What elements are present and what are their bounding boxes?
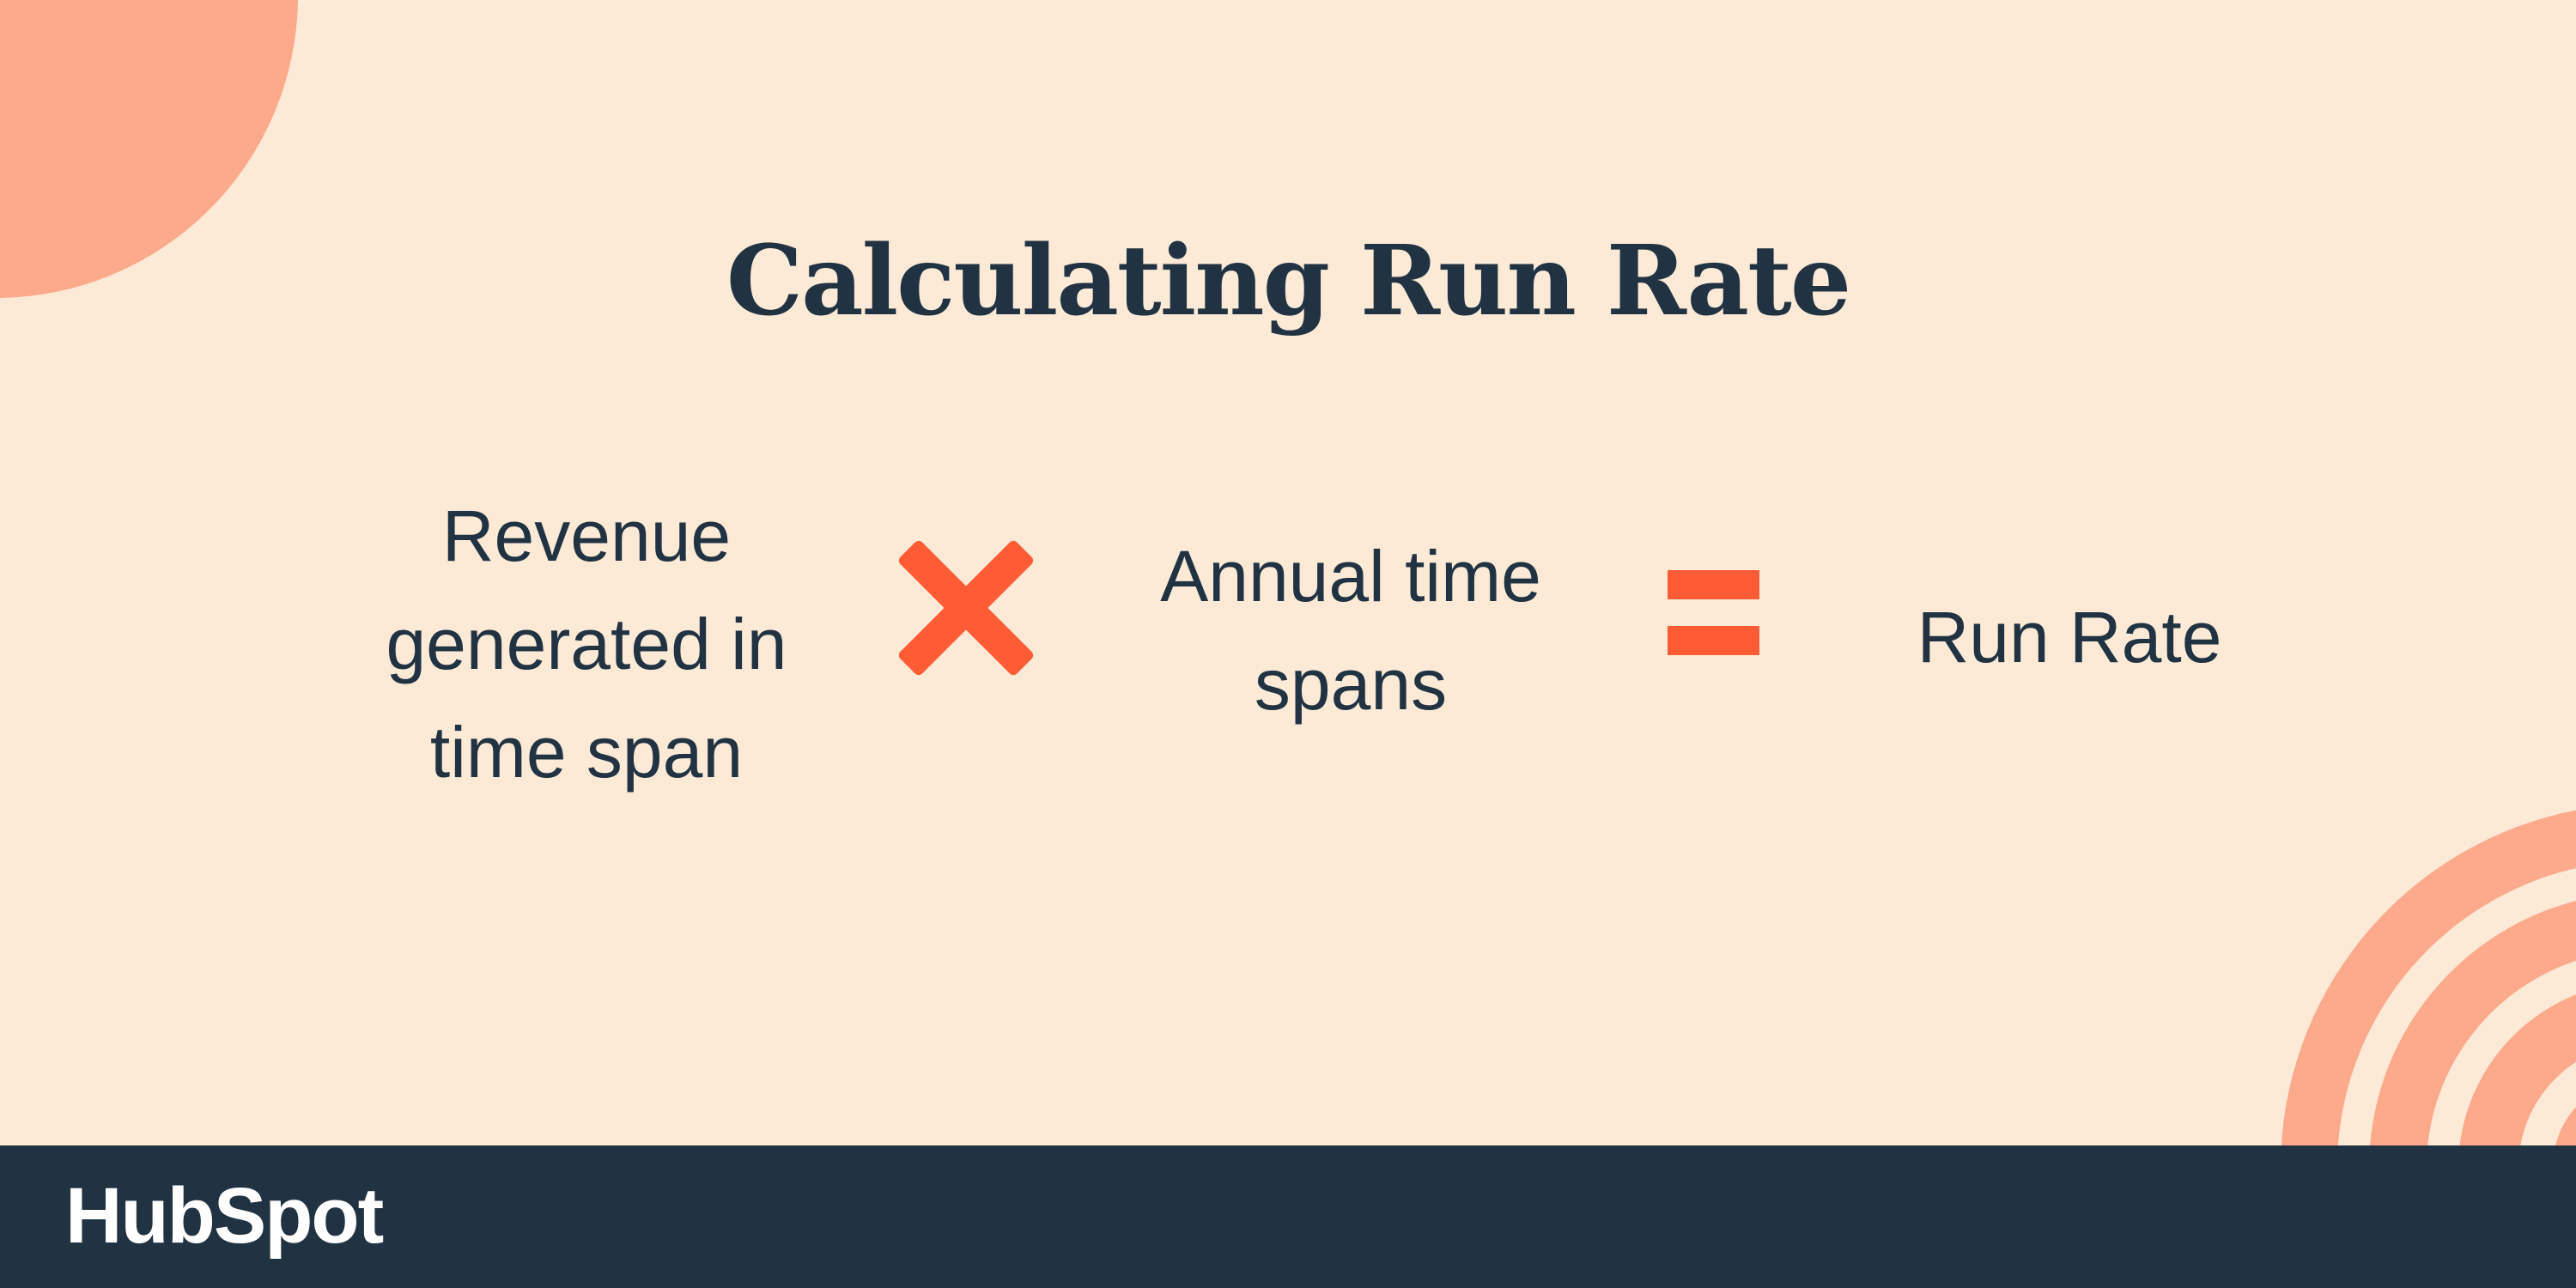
formula-term-annual-time-spans: Annual time spans <box>1136 522 1565 738</box>
term-line: time span <box>429 712 744 793</box>
page-title: Calculating Run Rate <box>726 225 1851 337</box>
arc-ring <box>2459 994 2576 1145</box>
formula-term-revenue: Revenue generated in time span <box>372 482 801 806</box>
decorative-background <box>0 0 2576 1145</box>
top-left-circle-decoration <box>0 0 298 298</box>
hubspot-logo: HubSpot <box>65 1172 384 1260</box>
footer-bar: HubSpot <box>0 1145 2576 1288</box>
arc-ring <box>2281 810 2576 1145</box>
equals-icon <box>1668 570 1759 655</box>
term-line: spans <box>1254 644 1448 725</box>
bottom-right-arcs-decoration <box>2281 810 2576 1145</box>
term-line: generated in <box>386 604 787 684</box>
term-line: Annual time <box>1160 536 1541 617</box>
arc-ring <box>2555 1107 2576 1145</box>
arc-ring <box>2370 901 2576 1145</box>
term-line: Revenue <box>441 495 732 576</box>
formula-result: Run Rate <box>1917 597 2222 677</box>
multiply-icon <box>898 540 1034 676</box>
